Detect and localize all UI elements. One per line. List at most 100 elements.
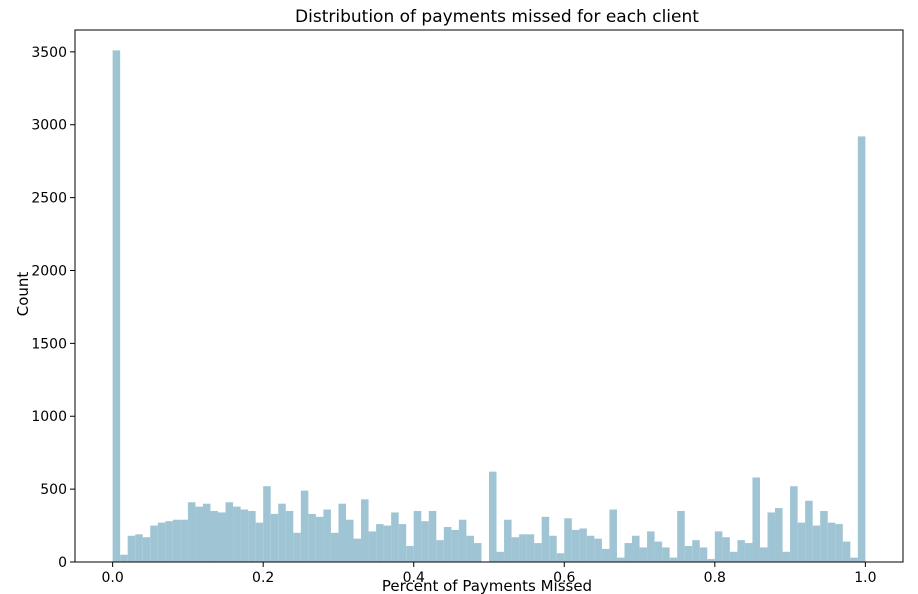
histogram-bar xyxy=(270,513,279,562)
histogram-bar xyxy=(714,531,723,562)
histogram-bar xyxy=(654,541,663,562)
histogram-bar xyxy=(413,510,422,562)
histogram-bar xyxy=(338,503,346,562)
plot-area-frame xyxy=(74,29,904,563)
x-axis-label: Percent of Payments Missed xyxy=(382,577,592,594)
histogram-bar xyxy=(722,537,730,562)
histogram-bar xyxy=(564,518,572,562)
histogram-bar xyxy=(805,500,813,562)
histogram-bar xyxy=(210,510,219,562)
histogram-bar xyxy=(458,519,467,562)
histogram-bar xyxy=(496,551,505,562)
histogram-bar xyxy=(330,532,339,562)
histogram-bar xyxy=(135,534,143,562)
x-tick-label: 0.4 xyxy=(403,570,425,586)
histogram-bar xyxy=(677,510,685,562)
histogram-bar xyxy=(383,525,392,562)
histogram-bar xyxy=(504,519,512,562)
histogram-bar xyxy=(195,506,203,562)
histogram-bar xyxy=(263,486,271,562)
histogram-bar xyxy=(812,525,821,562)
histogram-bar xyxy=(594,538,602,562)
histogram-bar xyxy=(218,512,226,562)
y-axis-label: Count xyxy=(14,272,32,317)
histogram-bar xyxy=(180,519,188,562)
histogram-bar xyxy=(112,50,121,562)
histogram-bar xyxy=(601,548,610,562)
histogram-bar xyxy=(624,543,633,562)
histogram-bar xyxy=(616,557,625,562)
histogram-bar xyxy=(361,499,369,562)
histogram-bar xyxy=(759,547,768,562)
histogram-bar xyxy=(662,547,670,562)
histogram-bar xyxy=(579,528,587,562)
histogram-bar xyxy=(120,554,128,562)
histogram-bar xyxy=(541,516,550,562)
histogram-bar xyxy=(782,551,791,562)
histogram-bar xyxy=(526,534,535,562)
y-tick-label: 3000 xyxy=(31,118,67,134)
x-tick-label: 0.8 xyxy=(704,570,726,586)
histogram-bar xyxy=(775,508,783,562)
histogram-bar xyxy=(684,545,693,562)
x-tick-label: 0.0 xyxy=(102,570,124,586)
histogram-bar xyxy=(473,543,482,562)
histogram-bar xyxy=(820,510,828,562)
histogram-bar xyxy=(248,510,256,562)
bars-group xyxy=(112,50,866,562)
histogram-bar xyxy=(842,541,851,562)
histogram-bar xyxy=(285,510,294,562)
histogram-bar xyxy=(165,521,173,562)
histogram-bar xyxy=(632,535,640,562)
histogram-bar xyxy=(255,522,264,562)
y-tick-label: 2000 xyxy=(31,263,67,279)
histogram-bar xyxy=(707,559,715,562)
histogram-bar xyxy=(609,509,617,562)
histogram-bar xyxy=(157,522,166,562)
histogram-bar xyxy=(827,522,836,562)
y-tick-label: 0 xyxy=(58,555,67,571)
y-ticks-group: 0 500 1000 1500 2000 2500 3000 3500 xyxy=(31,45,75,571)
histogram-bar xyxy=(534,543,542,562)
histogram-bar xyxy=(391,512,399,562)
histogram-bar xyxy=(172,519,181,562)
histogram-bar xyxy=(737,540,745,562)
histogram-bar xyxy=(669,557,678,562)
histogram-bar xyxy=(466,535,474,562)
histogram-bar xyxy=(443,527,452,562)
axes-spines xyxy=(74,29,904,563)
histogram-bar xyxy=(376,524,384,562)
histogram-bar xyxy=(323,509,331,562)
histogram-bar xyxy=(744,543,753,562)
histogram-bar xyxy=(586,535,595,562)
histogram-bar xyxy=(519,534,527,562)
histogram-bar xyxy=(549,535,557,562)
histogram-bar xyxy=(729,551,738,562)
y-tick-label: 1500 xyxy=(31,336,67,352)
histogram-bar xyxy=(240,509,249,562)
histogram-bar xyxy=(278,503,286,562)
y-tick-label: 3500 xyxy=(31,45,67,61)
histogram-bar xyxy=(797,522,806,562)
x-tick-label: 0.6 xyxy=(553,570,575,586)
histogram-bar xyxy=(406,545,414,562)
histogram-bar xyxy=(556,553,565,562)
y-tick-label: 500 xyxy=(40,482,67,498)
histogram-bar xyxy=(571,529,580,562)
histogram-bar xyxy=(850,557,858,562)
histogram-bar xyxy=(647,531,655,562)
histogram-bar xyxy=(315,516,324,562)
histogram-bar xyxy=(368,531,377,562)
histogram-bar xyxy=(308,513,316,562)
histogram-bar xyxy=(489,471,497,562)
y-tick-label: 1000 xyxy=(31,409,67,425)
histogram-bar xyxy=(436,540,444,562)
histogram-bar xyxy=(142,537,151,562)
histogram-bar xyxy=(699,547,708,562)
histogram-bar xyxy=(428,510,437,562)
histogram-bar xyxy=(790,486,798,562)
histogram-bar xyxy=(233,506,241,562)
histogram-bar xyxy=(421,521,429,562)
histogram-bar xyxy=(752,477,760,562)
